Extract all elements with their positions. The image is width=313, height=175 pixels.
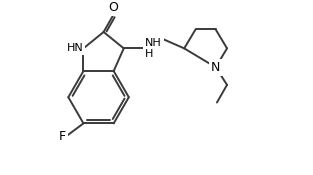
Text: F: F [59, 130, 66, 143]
Text: NH
H: NH H [145, 38, 162, 59]
Text: O: O [109, 1, 119, 14]
Text: N: N [211, 61, 220, 74]
Text: HN: HN [67, 43, 84, 53]
